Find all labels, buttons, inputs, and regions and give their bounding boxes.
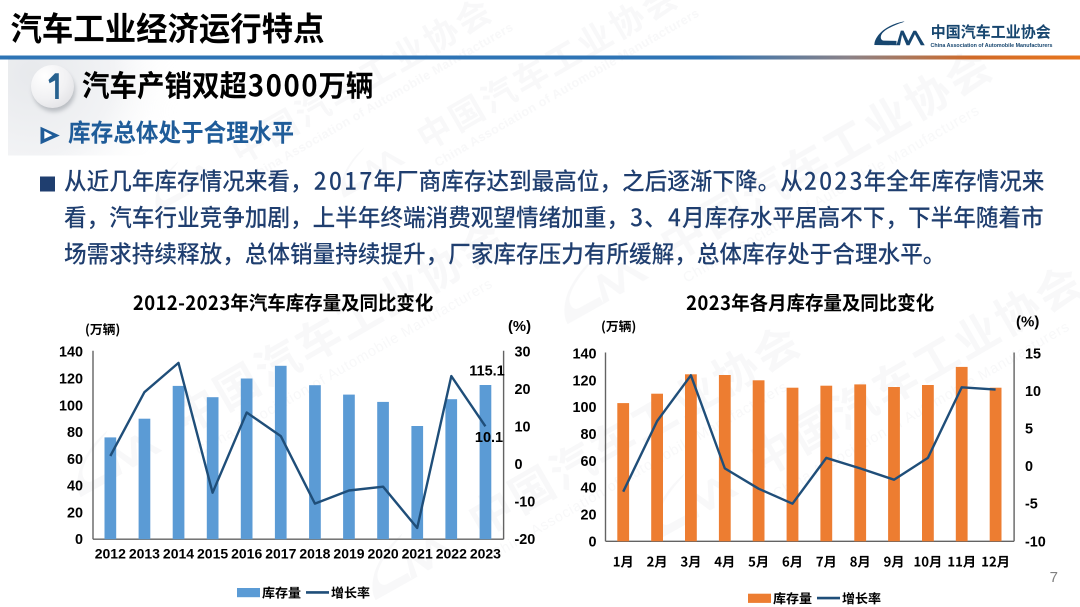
svg-text:5: 5	[1025, 422, 1033, 438]
svg-text:0: 0	[1025, 459, 1033, 475]
svg-text:120: 120	[572, 373, 596, 389]
svg-text:2015: 2015	[197, 546, 228, 562]
svg-text:2023: 2023	[470, 546, 501, 562]
svg-text:60: 60	[67, 452, 83, 468]
svg-text:10: 10	[515, 420, 531, 436]
svg-text:-10: -10	[515, 495, 536, 511]
svg-text:80: 80	[580, 427, 596, 443]
svg-text:2013: 2013	[129, 546, 160, 562]
svg-text:115.1: 115.1	[469, 363, 505, 379]
svg-text:100: 100	[572, 400, 596, 416]
svg-text:0: 0	[515, 457, 523, 473]
svg-text:15: 15	[1025, 347, 1041, 363]
svg-text:2019: 2019	[333, 546, 364, 562]
svg-text:20: 20	[580, 508, 596, 524]
svg-text:20: 20	[515, 382, 531, 398]
svg-text:2014: 2014	[163, 546, 194, 562]
svg-text:10.1: 10.1	[475, 430, 503, 446]
svg-text:80: 80	[67, 425, 83, 441]
svg-text:(%): (%)	[508, 319, 531, 335]
svg-text:10: 10	[1025, 384, 1041, 400]
svg-text:2012: 2012	[95, 546, 126, 562]
svg-text:2022: 2022	[436, 546, 467, 562]
svg-text:120: 120	[59, 372, 83, 388]
svg-text:-5: -5	[1025, 497, 1038, 513]
svg-text:-10: -10	[1025, 534, 1046, 550]
svg-text:2016: 2016	[231, 546, 262, 562]
svg-text:100: 100	[59, 398, 83, 414]
svg-text:60: 60	[580, 454, 596, 470]
svg-text:20: 20	[67, 505, 83, 521]
svg-text:2018: 2018	[299, 546, 330, 562]
svg-text:30: 30	[515, 345, 531, 361]
svg-text:0: 0	[75, 532, 83, 548]
svg-text:2017: 2017	[265, 546, 296, 562]
svg-text:7: 7	[1050, 569, 1058, 586]
svg-text:2021: 2021	[402, 546, 433, 562]
svg-text:(%): (%)	[1016, 314, 1039, 331]
svg-text:140: 140	[59, 345, 83, 361]
svg-text:0: 0	[588, 534, 596, 550]
svg-text:40: 40	[580, 481, 596, 497]
svg-text:140: 140	[572, 347, 596, 363]
svg-text:China Association of Automobil: China Association of Automobile Manufact…	[931, 43, 1053, 49]
svg-text:40: 40	[67, 479, 83, 495]
svg-text:2020: 2020	[368, 546, 399, 562]
svg-text:-20: -20	[515, 532, 536, 548]
